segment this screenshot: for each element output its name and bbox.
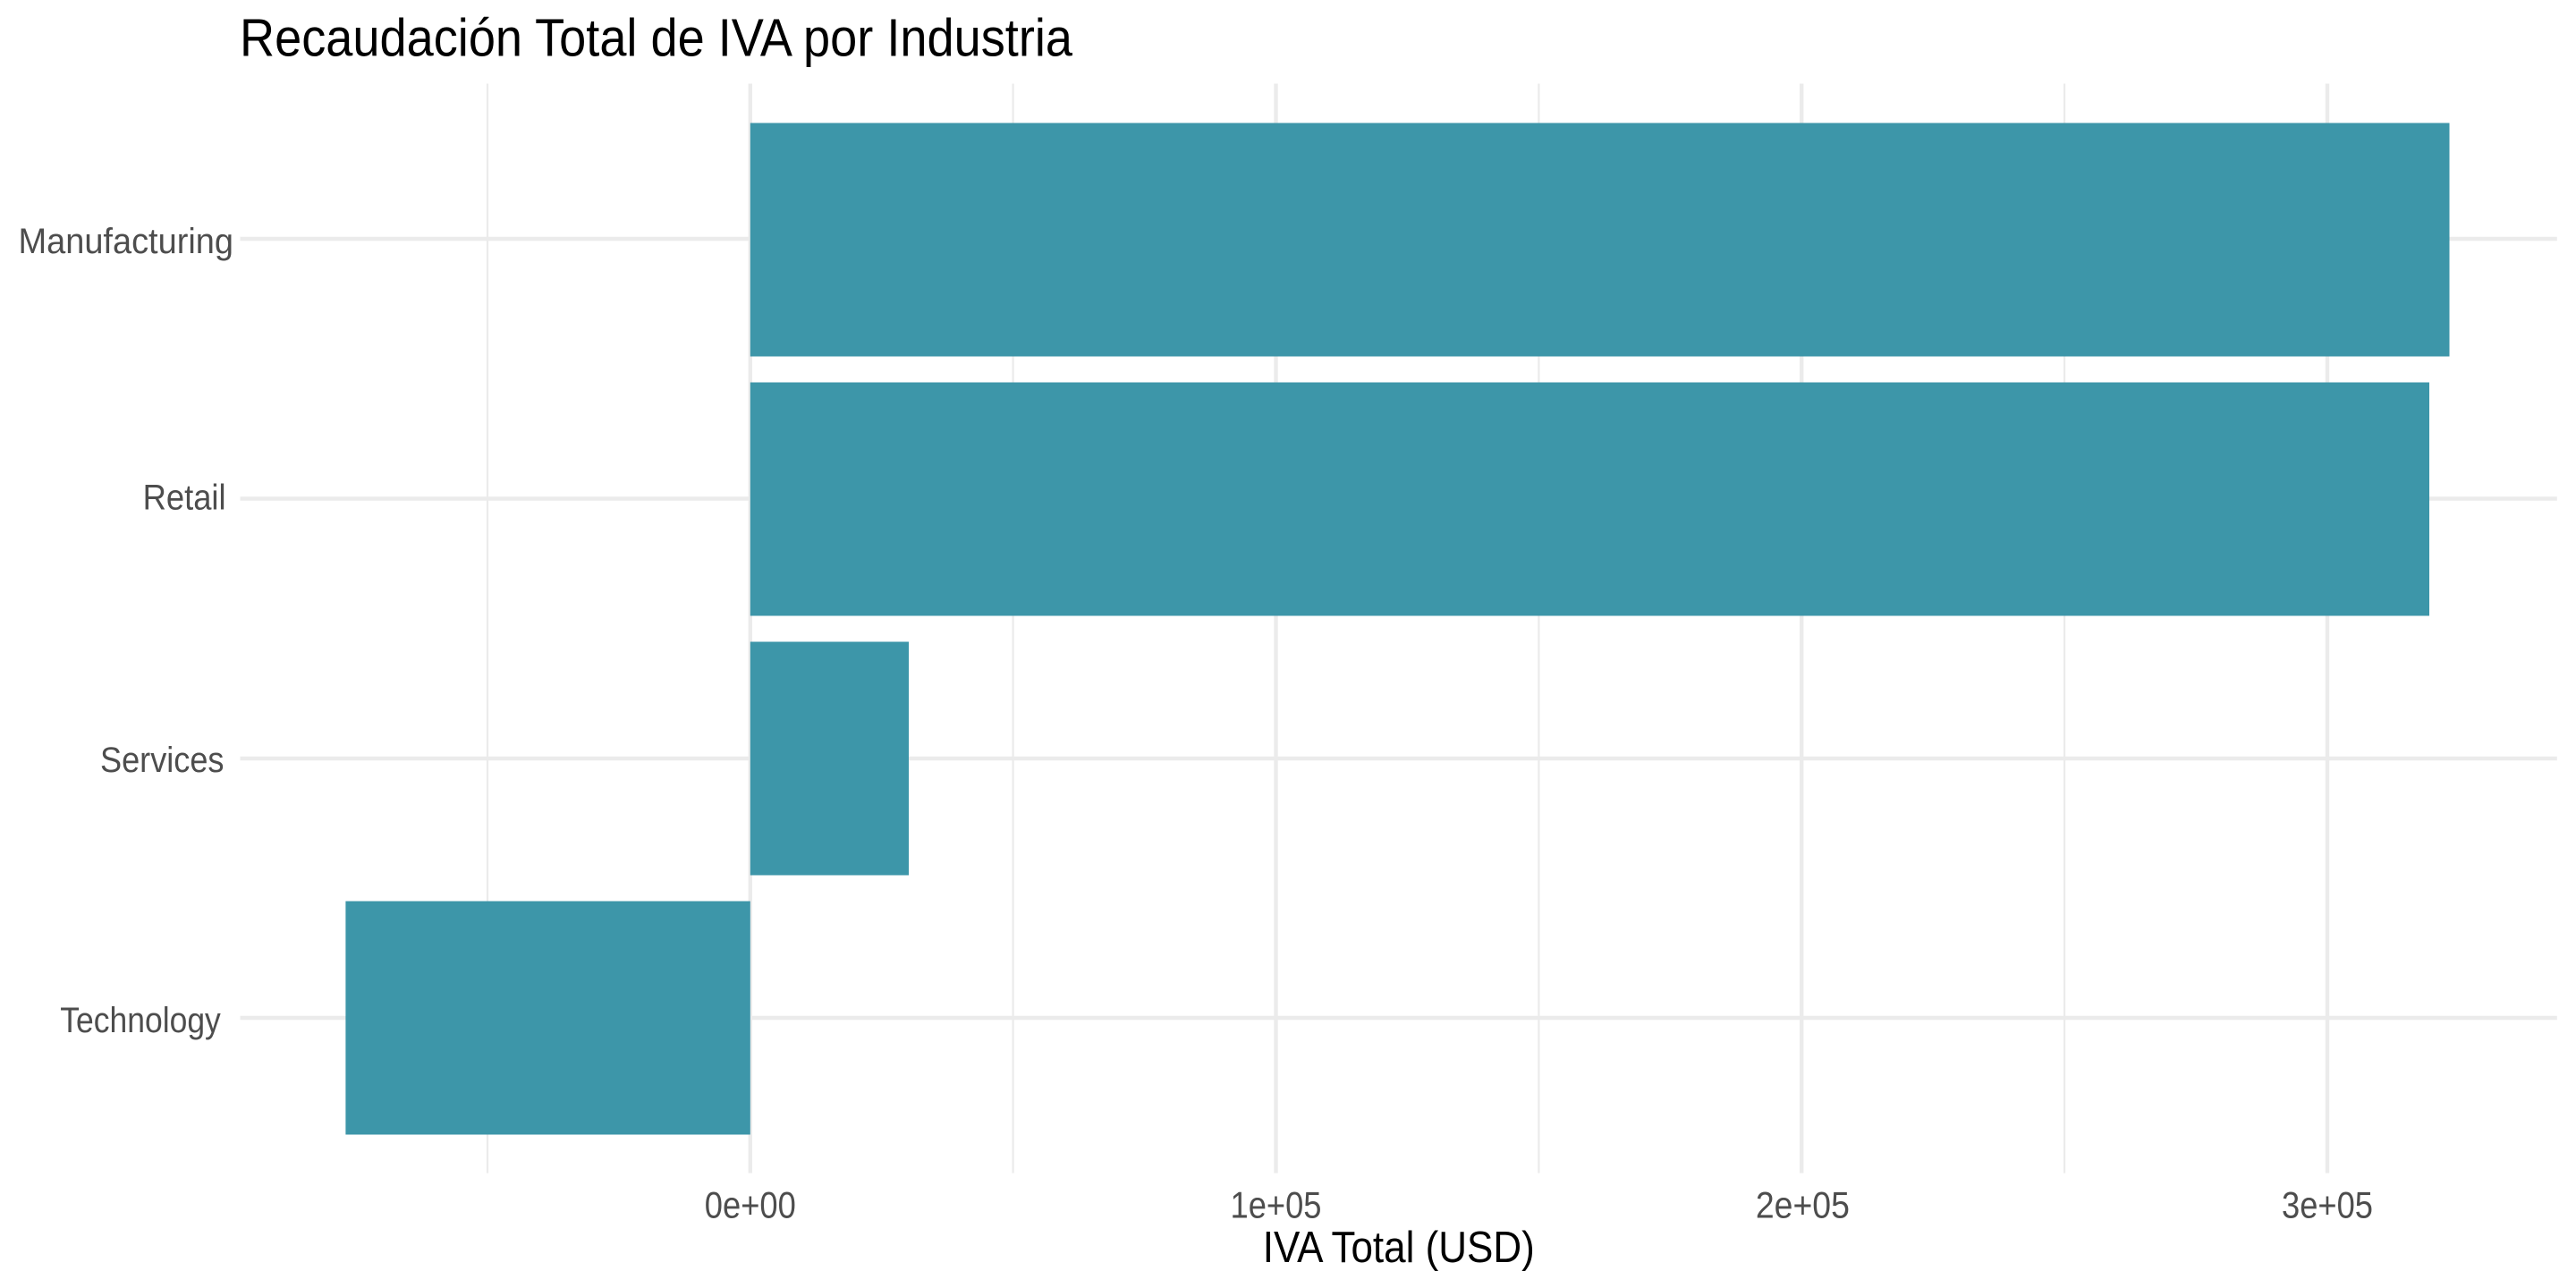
svg-text:1e+05: 1e+05 xyxy=(1231,1184,1322,1226)
svg-text:Manufacturing: Manufacturing xyxy=(19,221,234,261)
svg-text:Technology: Technology xyxy=(60,1000,221,1040)
svg-text:3e+05: 3e+05 xyxy=(2282,1184,2373,1226)
svg-text:0e+00: 0e+00 xyxy=(705,1184,796,1226)
svg-text:IVA Total (USD): IVA Total (USD) xyxy=(1263,1223,1535,1272)
svg-text:2e+05: 2e+05 xyxy=(1756,1184,1850,1226)
svg-text:Services: Services xyxy=(100,740,225,780)
svg-text:Retail: Retail xyxy=(143,478,226,518)
svg-text:Recaudación Total de IVA por I: Recaudación Total de IVA por Industria xyxy=(240,8,1073,68)
